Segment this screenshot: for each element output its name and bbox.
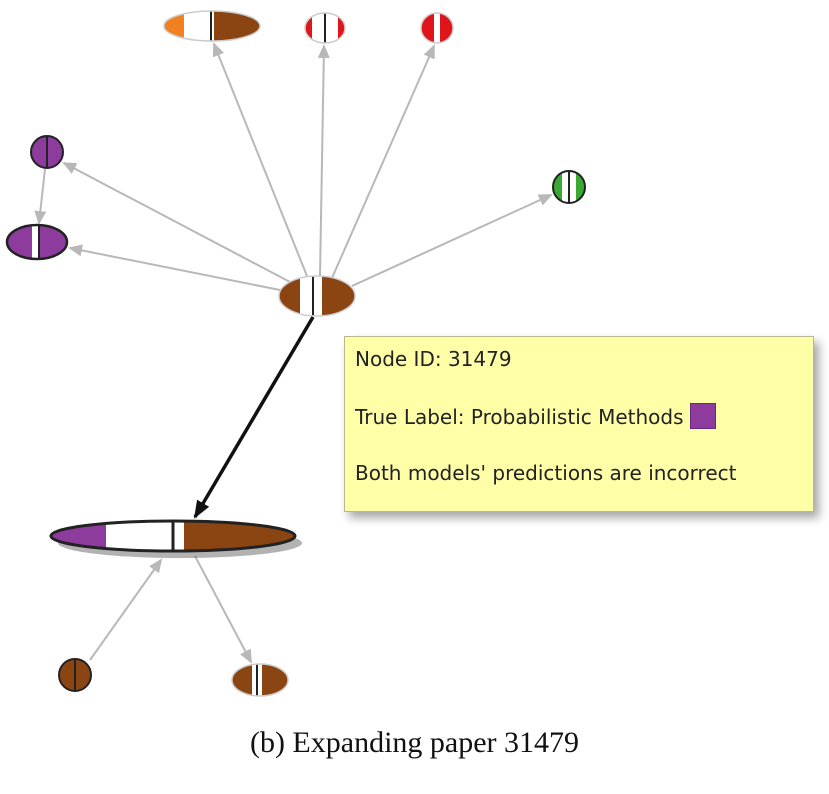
- node-bottom-left[interactable]: [56, 656, 96, 694]
- node-top-right[interactable]: [418, 10, 458, 46]
- node-expanded[interactable]: [49, 519, 302, 558]
- node-purple-small[interactable]: [28, 134, 68, 170]
- tooltip-prediction-status: Both models' predictions are incorrect: [355, 461, 737, 485]
- edge-center-to-top1: [212, 42, 308, 277]
- node-tooltip: Node ID: 31479 True Label: Probabilistic…: [344, 336, 814, 512]
- tooltip-true-label: True Label: Probabilistic Methods: [355, 405, 684, 429]
- edge-expanded-to-bottom-right: [194, 555, 252, 664]
- edge-center-to-expanded-selected: [193, 316, 315, 519]
- node-top-left[interactable]: [160, 8, 264, 44]
- edge-bottom-left-to-expanded: [89, 558, 163, 661]
- edge-center-to-purple-large: [68, 244, 281, 291]
- figure-caption: (b) Expanding paper 31479: [249, 726, 580, 759]
- citation-graph[interactable]: [0, 0, 829, 720]
- label-color-swatch: [689, 403, 716, 429]
- edge-center-to-top2: [317, 44, 330, 277]
- node-center[interactable]: [276, 272, 360, 320]
- edge-center-to-green: [351, 194, 553, 287]
- edges: [34, 42, 553, 664]
- tooltip-true-label-row: True Label: Probabilistic Methods: [355, 403, 716, 429]
- node-bottom-right[interactable]: [230, 662, 292, 698]
- edge-purple-small-to-purple-large: [34, 168, 47, 225]
- tooltip-node-id: Node ID: 31479: [355, 347, 512, 371]
- edge-center-to-top3: [331, 44, 435, 279]
- node-purple-large[interactable]: [4, 222, 74, 262]
- node-top-middle[interactable]: [300, 10, 350, 46]
- edge-center-to-purple-small: [62, 162, 291, 283]
- node-green[interactable]: [550, 168, 590, 206]
